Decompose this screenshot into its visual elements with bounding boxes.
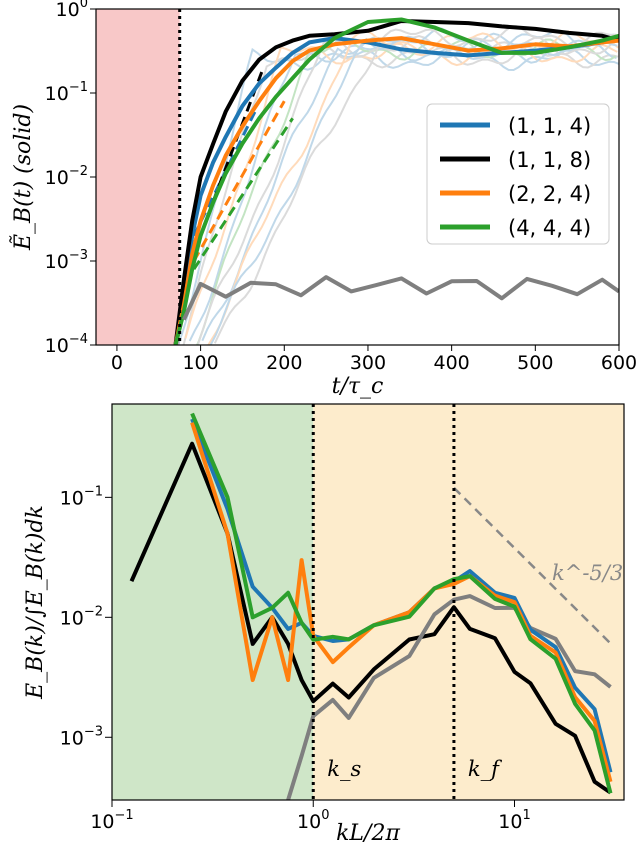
x-tick-label: 100 [297,808,329,833]
faint-trajectory [182,45,619,345]
faint-trajectory [184,42,618,339]
series-group [129,412,613,800]
fit-dashed-line [192,117,294,270]
x-tick-label: 400 [434,352,470,374]
series-line [173,19,619,345]
fit-dashed-line [192,100,286,262]
y-tick-label: 10−2 [60,604,103,629]
y-tick-label: 10−2 [45,164,88,189]
x-tick-label: 500 [517,352,553,374]
series-line [173,17,619,345]
shaded-region [96,9,180,345]
x-tick-label: 100 [182,352,218,374]
legend-label: (4, 4, 4) [508,216,591,240]
reference-label: k^-5/3 [552,561,623,585]
y-axis-label: E_B(k)/∫E_B(k)dk [23,505,48,700]
plot-frame [111,403,625,801]
legend-label: (1, 1, 8) [508,148,591,172]
x-tick-label: 101 [498,808,530,833]
faint-trajectory [177,47,619,345]
x-tick-label: 200 [266,352,302,374]
faint-trajectory [188,40,617,342]
legend-label: (1, 1, 4) [508,114,591,138]
scale-marker-label: k_f [468,757,502,781]
y-tick-label: 10−3 [45,248,88,273]
y-tick-label: 10−3 [60,724,103,749]
x-tick-label: 0 [111,352,123,374]
reference-line [453,486,612,645]
x-tick-label: 10−1 [90,808,133,833]
series-line [173,36,619,345]
series-line [129,441,612,795]
x-tick-label: 300 [350,352,386,374]
y-axis-label: Ẽ_B(t) (solid) [8,104,36,251]
x-axis-label: kL/2π [336,821,400,846]
y-tick-label: 100 [56,0,88,21]
bottom-chart: k^-5/3 k_s k_f 10−1 100 101 10−3 10−2 10−1 E_B(k)… [23,403,625,846]
y-tick-label: 10−1 [60,484,103,509]
legend-label: (2, 2, 4) [508,182,591,206]
legend: (1, 1, 4) (1, 1, 8) (2, 2, 4) (4, 4, 4) [426,103,610,245]
y-tick-label: 10−4 [45,332,88,357]
series-line [182,275,619,321]
series-line [190,421,613,783]
faint-trajectory [197,34,616,345]
x-tick-label: 600 [601,352,637,374]
scale-marker-label: k_s [327,757,361,781]
y-tick-label: 10−1 [45,80,88,105]
series-line [286,594,612,800]
faint-trajectory [201,32,619,342]
series-line [190,412,613,794]
top-chart: 0 100 200 300 400 500 600 10−4 10−3 10−2 10−1 100 Ẽ_… [8,0,637,399]
series-group [173,17,619,345]
x-axis-label: t/τ_c [332,374,384,399]
faint-trajectory [213,25,617,344]
legend-box [426,103,610,245]
